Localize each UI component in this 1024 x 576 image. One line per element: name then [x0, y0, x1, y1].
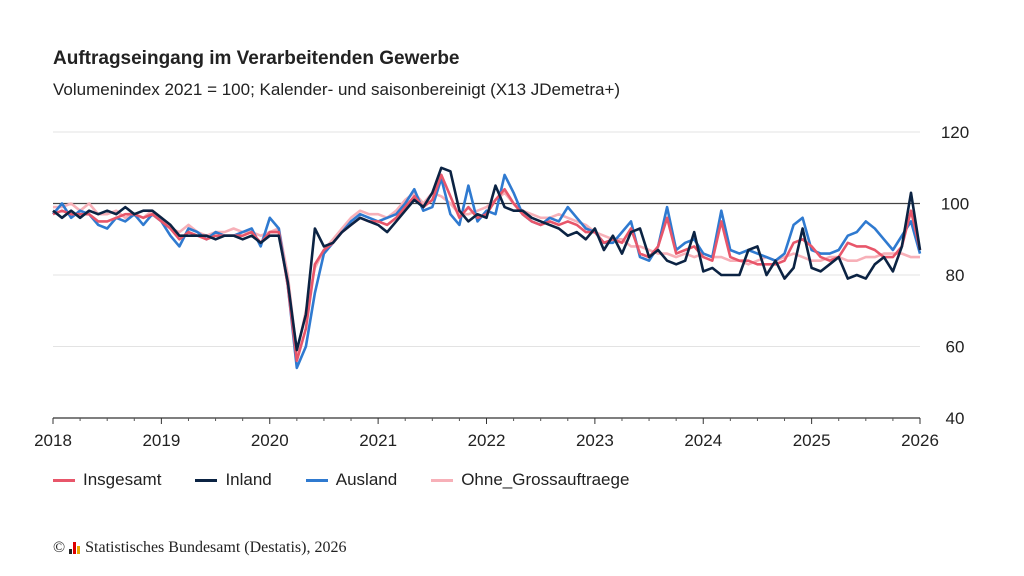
source-text: Statistisches Bundesamt (Destatis), 2026: [85, 539, 347, 556]
legend-label: Ohne_Grossauftraege: [461, 470, 630, 489]
series-line-inland: [52, 166, 922, 352]
copyright-symbol: ©: [53, 539, 66, 556]
destatis-logo-icon: [69, 542, 81, 554]
legend-swatch: [431, 478, 454, 482]
legend-label: Insgesamt: [83, 470, 162, 489]
x-tick-label: 2022: [468, 431, 506, 450]
legend-item[interactable]: Ausland: [305, 470, 398, 490]
y-tick-label: 80: [946, 266, 965, 285]
x-tick-label: 2021: [359, 431, 397, 450]
x-tick-label: 2024: [684, 431, 722, 450]
legend-swatch: [195, 478, 218, 482]
legend-item[interactable]: Insgesamt: [53, 470, 161, 490]
chart-subtitle: Volumenindex 2021 = 100; Kalender- und s…: [53, 80, 621, 99]
y-tick-label: 60: [946, 338, 965, 357]
y-tick-label: 100: [941, 195, 969, 214]
legend: Insgesamt Inland Ausland Ohne_Grossauftraeg…: [53, 470, 663, 490]
x-tick-label: 2026: [901, 431, 939, 450]
series-line-insgesamt: [52, 173, 922, 363]
y-tick-label: 40: [946, 409, 965, 428]
legend-item[interactable]: Inland: [195, 470, 272, 490]
legend-swatch: [305, 478, 328, 482]
x-tick-label: 2023: [576, 431, 614, 450]
legend-item[interactable]: Ohne_Grossauftraege: [431, 470, 629, 490]
legend-label: Ausland: [335, 470, 398, 489]
legend-label: Inland: [225, 470, 272, 489]
y-tick-label: 120: [941, 123, 969, 142]
x-tick-label: 2018: [34, 431, 72, 450]
footer: © Statistisches Bundesamt (Destatis), 20…: [53, 539, 346, 557]
x-tick-label: 2020: [251, 431, 289, 450]
x-tick-label: 2019: [142, 431, 180, 450]
x-tick-label: 2025: [793, 431, 831, 450]
legend-swatch: [53, 478, 75, 482]
chart-title: Auftragseingang im Verarbeitenden Gewerb…: [53, 48, 460, 69]
